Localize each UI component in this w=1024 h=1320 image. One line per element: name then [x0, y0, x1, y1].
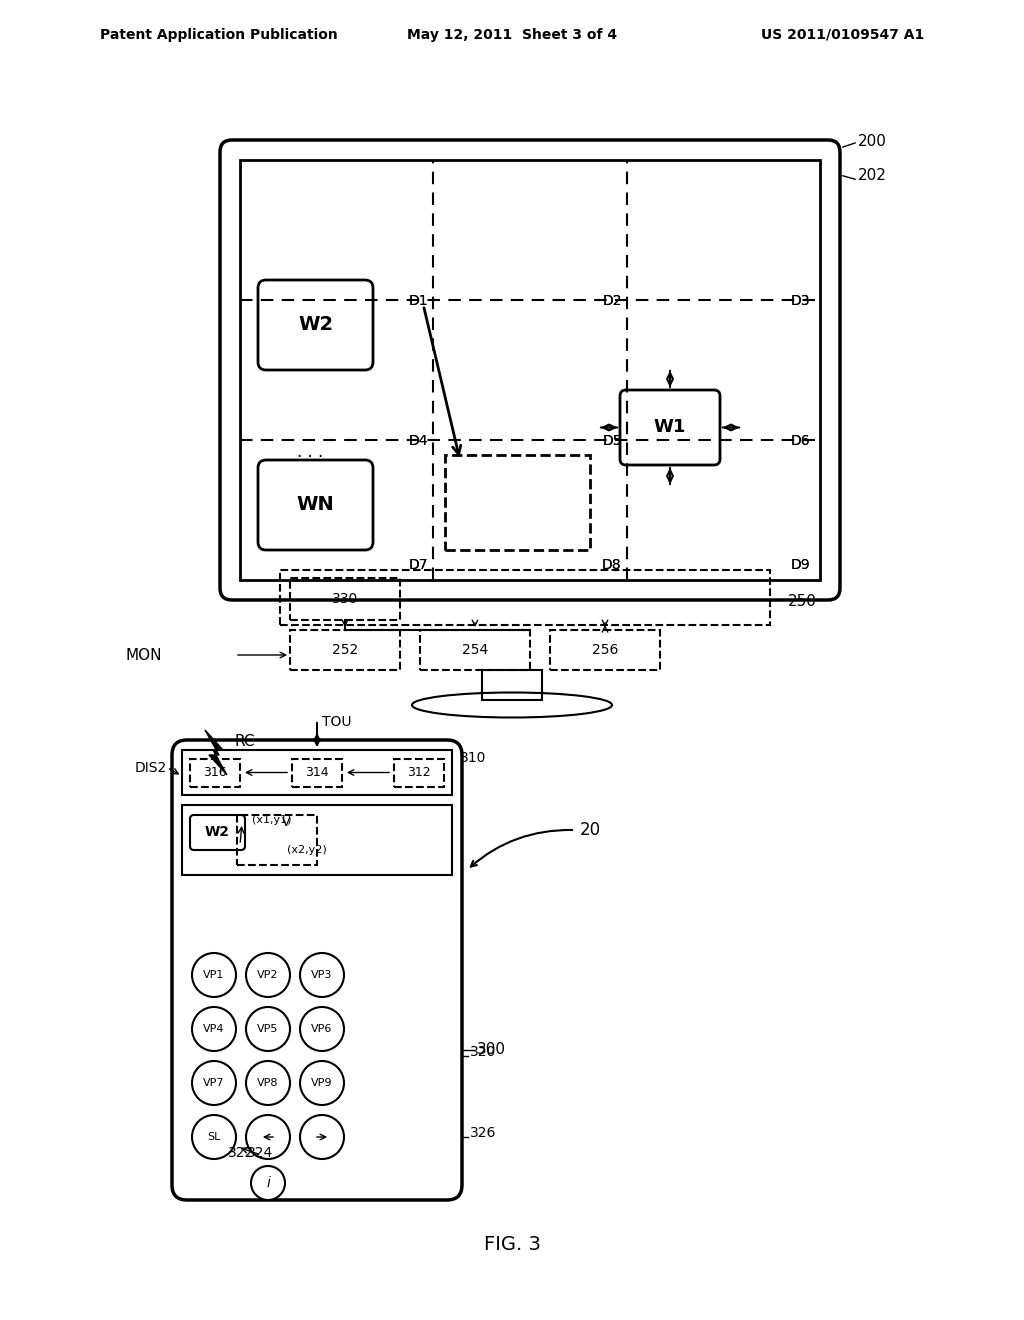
Text: 330: 330	[332, 591, 358, 606]
Bar	[482, 671, 542, 700]
Text: 322: 322	[228, 1146, 254, 1160]
Text: May 12, 2011  Sheet 3 of 4: May 12, 2011 Sheet 3 of 4	[407, 28, 617, 42]
Bar	[550, 630, 660, 671]
Text: (x1,y1): (x1,y1)	[252, 814, 292, 825]
Text: FIG. 3: FIG. 3	[483, 1236, 541, 1254]
Text: D7: D7	[409, 558, 428, 572]
Bar	[237, 814, 317, 865]
Bar	[182, 805, 452, 875]
Circle shape	[193, 953, 236, 997]
Circle shape	[193, 1007, 236, 1051]
Bar	[420, 630, 530, 671]
Circle shape	[300, 1061, 344, 1105]
Bar	[394, 759, 444, 787]
Text: 200: 200	[858, 135, 887, 149]
Text: W1: W1	[653, 418, 686, 437]
Text: VP1: VP1	[204, 970, 224, 979]
Text: D7: D7	[409, 558, 428, 572]
Circle shape	[246, 1061, 290, 1105]
Text: D9: D9	[791, 558, 810, 572]
Text: D3: D3	[791, 294, 810, 308]
Text: D8: D8	[602, 558, 622, 572]
Text: . . .: . . .	[297, 444, 324, 461]
Text: VP3: VP3	[311, 970, 333, 979]
Text: W2: W2	[298, 315, 333, 334]
Bar	[240, 160, 820, 579]
Circle shape	[300, 1007, 344, 1051]
Text: 326: 326	[470, 1126, 497, 1140]
Text: D6: D6	[791, 434, 810, 447]
Text: SL: SL	[207, 1133, 221, 1142]
Bar	[290, 630, 400, 671]
Circle shape	[246, 1115, 290, 1159]
Text: i: i	[266, 1176, 270, 1191]
Text: 254: 254	[462, 643, 488, 657]
Text: D1: D1	[409, 294, 428, 308]
Circle shape	[300, 953, 344, 997]
Text: 310: 310	[460, 751, 486, 766]
Text: W2: W2	[205, 825, 230, 840]
Circle shape	[251, 1166, 285, 1200]
Text: (x2,y2): (x2,y2)	[287, 845, 327, 855]
Text: D4: D4	[409, 434, 428, 447]
Text: 320: 320	[470, 1045, 497, 1059]
Text: VP4: VP4	[203, 1024, 224, 1034]
Text: D5: D5	[602, 434, 622, 447]
Text: D5: D5	[602, 434, 622, 447]
Text: 316: 316	[203, 766, 226, 779]
Text: VP2: VP2	[257, 970, 279, 979]
Circle shape	[193, 1115, 236, 1159]
Text: 20: 20	[580, 821, 601, 840]
Text: 202: 202	[858, 168, 887, 182]
Circle shape	[300, 1115, 344, 1159]
Circle shape	[246, 1007, 290, 1051]
Bar	[190, 759, 240, 787]
Bar	[182, 750, 452, 795]
Polygon shape	[205, 730, 227, 775]
Text: 252: 252	[332, 643, 358, 657]
Text: VP5: VP5	[257, 1024, 279, 1034]
Text: VP9: VP9	[311, 1078, 333, 1088]
Text: Patent Application Publication: Patent Application Publication	[100, 28, 338, 42]
Text: MON: MON	[126, 648, 162, 663]
Bar	[292, 759, 342, 787]
Text: D6: D6	[791, 434, 810, 447]
Text: RC: RC	[234, 734, 256, 750]
Text: D4: D4	[409, 434, 428, 447]
Text: D2: D2	[602, 294, 622, 308]
Circle shape	[246, 953, 290, 997]
Text: V: V	[282, 817, 291, 829]
Text: 256: 256	[592, 643, 618, 657]
Text: 312: 312	[408, 766, 431, 779]
Text: D1: D1	[409, 294, 428, 308]
Text: US 2011/0109547 A1: US 2011/0109547 A1	[761, 28, 924, 42]
Bar	[290, 578, 400, 620]
Circle shape	[193, 1061, 236, 1105]
Text: D8: D8	[602, 558, 622, 572]
Text: D9: D9	[791, 558, 810, 572]
Text: VP6: VP6	[311, 1024, 333, 1034]
Text: VP8: VP8	[257, 1078, 279, 1088]
Text: D2: D2	[602, 294, 622, 308]
Text: VP7: VP7	[203, 1078, 224, 1088]
Text: DIS2: DIS2	[135, 760, 167, 775]
Text: 300: 300	[477, 1043, 506, 1057]
Text: 324: 324	[247, 1146, 273, 1160]
Text: 314: 314	[305, 766, 329, 779]
Text: WN: WN	[297, 495, 335, 515]
Text: D3: D3	[791, 294, 810, 308]
Bar	[280, 570, 770, 624]
Text: 250: 250	[788, 594, 817, 610]
Bar	[445, 455, 590, 550]
Text: TOU: TOU	[322, 715, 351, 729]
